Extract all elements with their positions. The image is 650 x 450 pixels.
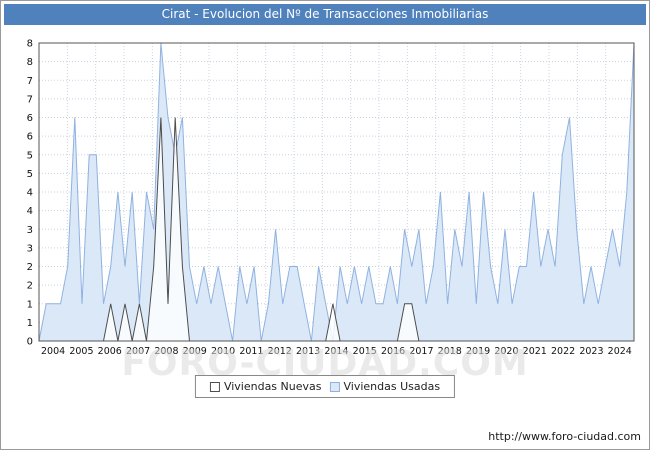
svg-text:7: 7 (27, 94, 33, 105)
legend-label-usadas: Viviendas Usadas (343, 380, 441, 393)
svg-text:6: 6 (27, 113, 33, 124)
svg-text:8: 8 (27, 57, 33, 68)
svg-text:2014: 2014 (324, 346, 348, 357)
svg-text:2005: 2005 (69, 346, 93, 357)
chart-title: Cirat - Evolucion del Nº de Transaccione… (4, 4, 646, 25)
svg-text:2010: 2010 (211, 346, 235, 357)
svg-text:2023: 2023 (579, 346, 603, 357)
svg-text:2012: 2012 (268, 346, 292, 357)
svg-text:2016: 2016 (381, 346, 405, 357)
legend-swatch-nuevas-icon (209, 381, 220, 392)
svg-text:2013: 2013 (296, 346, 320, 357)
svg-text:3: 3 (27, 243, 33, 254)
svg-text:2011: 2011 (239, 346, 263, 357)
svg-text:2008: 2008 (154, 346, 178, 357)
legend-swatch-usadas-icon (329, 381, 340, 392)
legend-entry-usadas: Viviendas Usadas (329, 380, 440, 393)
svg-text:2004: 2004 (41, 346, 65, 357)
svg-text:2020: 2020 (494, 346, 518, 357)
website-url: http://www.foro-ciudad.com (488, 430, 641, 443)
svg-text:2: 2 (27, 262, 33, 273)
svg-text:2009: 2009 (183, 346, 207, 357)
legend-label-nuevas: Viviendas Nuevas (223, 380, 322, 393)
svg-text:4: 4 (27, 206, 33, 217)
svg-text:6: 6 (27, 132, 33, 143)
svg-text:1: 1 (27, 318, 33, 329)
svg-text:3: 3 (27, 225, 33, 236)
svg-text:2022: 2022 (551, 346, 575, 357)
svg-text:1: 1 (27, 299, 33, 310)
svg-text:0: 0 (27, 337, 33, 348)
svg-text:7: 7 (27, 76, 33, 87)
svg-text:4: 4 (27, 188, 33, 199)
svg-text:2021: 2021 (523, 346, 547, 357)
svg-text:2017: 2017 (409, 346, 433, 357)
legend: Viviendas Nuevas Viviendas Usadas (194, 375, 456, 398)
svg-text:2007: 2007 (126, 346, 150, 357)
svg-text:5: 5 (27, 150, 33, 161)
svg-text:8: 8 (27, 39, 33, 50)
svg-text:2024: 2024 (608, 346, 632, 357)
svg-text:2015: 2015 (353, 346, 377, 357)
svg-text:2006: 2006 (98, 346, 122, 357)
svg-text:2019: 2019 (466, 346, 490, 357)
svg-text:5: 5 (27, 169, 33, 180)
legend-entry-nuevas: Viviendas Nuevas (209, 380, 322, 393)
svg-text:2: 2 (27, 281, 33, 292)
svg-text:2018: 2018 (438, 346, 462, 357)
